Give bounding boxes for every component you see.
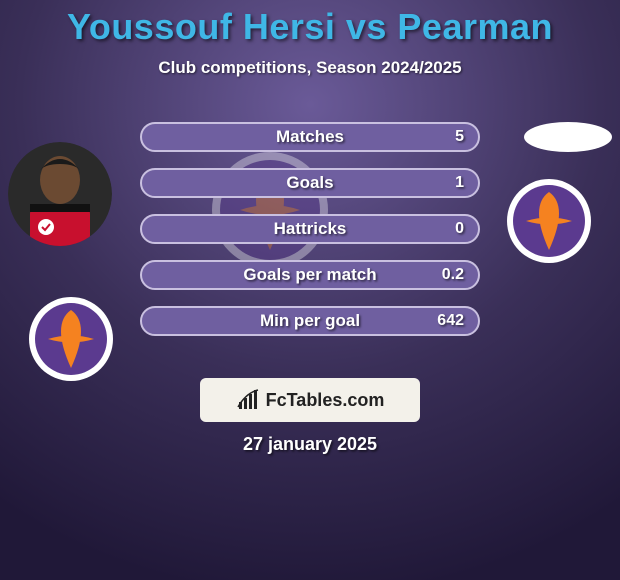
stat-pill (140, 214, 480, 244)
svg-text:PERTH: PERTH (61, 305, 81, 311)
stat-value: 1 (455, 168, 464, 198)
club-badge-left: PERTH (28, 296, 114, 382)
branding-text: FcTables.com (266, 390, 385, 411)
comparison-subtitle: Club competitions, Season 2024/2025 (0, 58, 620, 78)
stat-value: 0.2 (442, 260, 464, 290)
club-badge-right: PERTH (506, 178, 592, 264)
fctables-branding: FcTables.com (200, 378, 420, 422)
player-right-avatar-placeholder (524, 122, 612, 152)
stat-row: Hattricks0 (140, 214, 480, 244)
stat-bars: Matches5 Goals1 Hattricks0 Goals per match0… (140, 122, 480, 352)
barchart-icon (236, 388, 260, 412)
comparison-title: Youssouf Hersi vs Pearman (0, 6, 620, 48)
stat-pill (140, 260, 480, 290)
stat-row: Goals per match0.2 (140, 260, 480, 290)
svg-text:PERTH: PERTH (539, 187, 559, 193)
stat-pill (140, 122, 480, 152)
stat-row: Matches5 (140, 122, 480, 152)
stat-value: 5 (455, 122, 464, 152)
stat-pill (140, 306, 480, 336)
stat-row: Goals1 (140, 168, 480, 198)
player-left-avatar (8, 142, 112, 246)
stat-value: 0 (455, 214, 464, 244)
stat-value: 642 (437, 306, 464, 336)
stat-pill (140, 168, 480, 198)
stat-row: Min per goal642 (140, 306, 480, 336)
footer-date: 27 january 2025 (0, 434, 620, 455)
